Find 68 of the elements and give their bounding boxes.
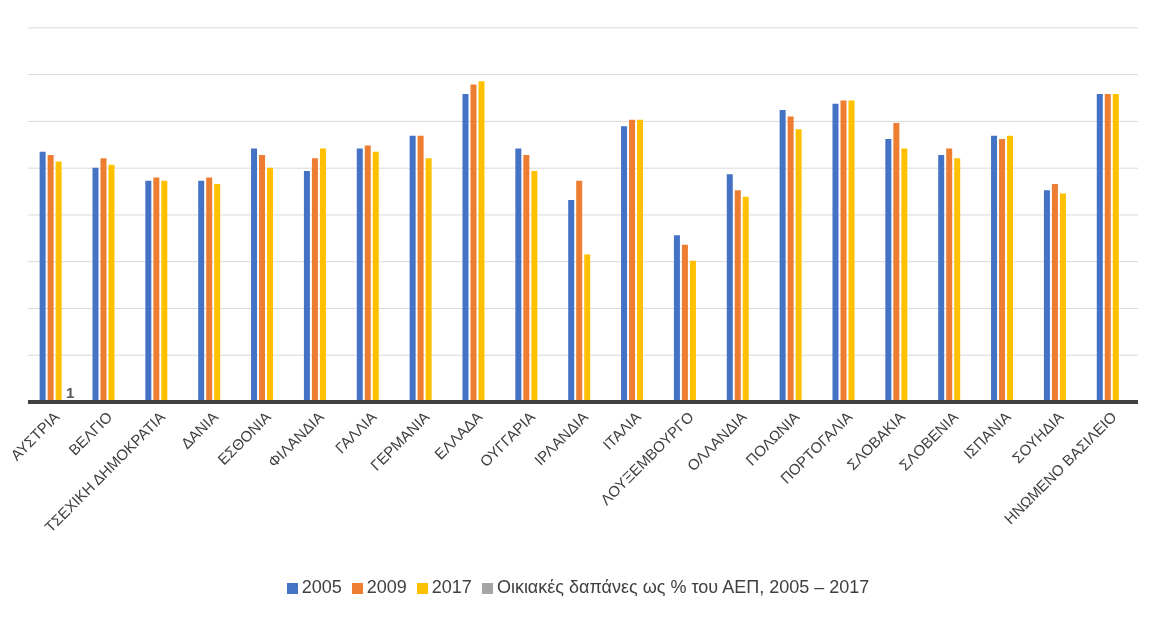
legend-label: Οικιακές δαπάνες ως % του ΑΕΠ, 2005 – 2017 [496,577,870,597]
bar [840,100,847,402]
bar [848,100,855,402]
bar [726,174,733,402]
bar [689,260,696,402]
bar [1059,193,1066,402]
bar [673,235,680,402]
bar [893,122,900,402]
bar [214,183,221,402]
bar [576,180,583,402]
bar [425,158,432,402]
bar [39,151,46,402]
bar [409,135,416,402]
bar [92,167,99,402]
bar [734,190,741,402]
bar [515,148,522,402]
bar [356,148,363,402]
bar [145,180,152,402]
bar [531,171,538,402]
bar [1007,135,1014,402]
bar [901,148,908,402]
bar [478,81,485,402]
bar [637,119,644,402]
bar [470,84,477,402]
bar [267,167,274,402]
bar [1112,94,1119,402]
bar [311,158,318,402]
bar [795,129,802,402]
bar [1096,94,1103,402]
bar [417,135,424,402]
bar [629,119,636,402]
bar [100,158,107,402]
bar [47,155,54,402]
bar [364,145,371,402]
bar [108,164,115,402]
bar [1051,183,1058,402]
annotation: 1 [66,384,75,401]
bar [621,126,628,402]
bar [251,148,258,402]
bar [462,94,469,402]
bar [584,254,591,402]
bar [303,171,310,402]
bar [787,116,794,402]
bar [259,155,266,402]
bar [742,196,749,402]
bar [779,110,786,402]
bar [206,177,213,402]
bar [1043,190,1050,402]
bar [568,199,575,402]
legend-label: 2009 [366,577,407,597]
bar [946,148,953,402]
bar [161,180,168,402]
bar [938,155,945,402]
bar [153,177,160,402]
bar [991,135,998,402]
bar [999,138,1006,402]
bar [523,155,530,402]
bar [319,148,326,402]
bar [372,151,379,402]
bar [832,103,839,402]
legend-label: 2017 [431,577,472,597]
bar [885,138,892,402]
bar [198,180,205,402]
bar [55,161,62,402]
legend-label: 2005 [301,577,342,597]
bar [681,244,688,402]
bar [1104,94,1111,402]
bar [954,158,961,402]
